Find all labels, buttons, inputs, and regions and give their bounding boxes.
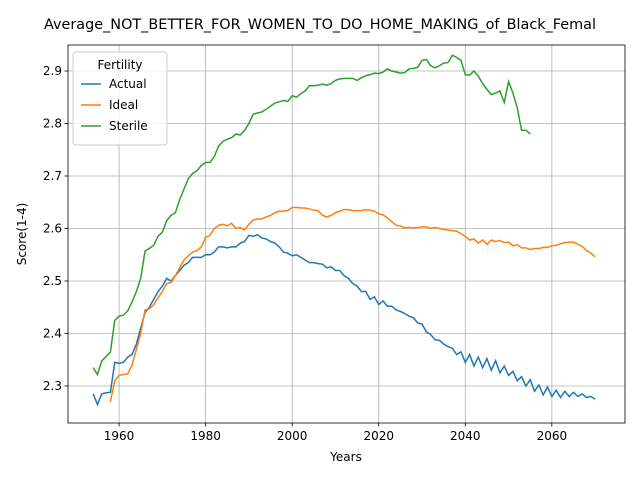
line-series: [92, 233, 596, 407]
y-tick-label: 2.6: [43, 221, 62, 235]
y-tick-label: 2.9: [43, 64, 62, 78]
x-tick-label: 2000: [277, 429, 308, 443]
y-axis-label: Score(1-4): [15, 203, 29, 266]
plot-frame: [67, 44, 626, 424]
legend-label: Actual: [109, 77, 147, 91]
line-series: [92, 54, 531, 377]
x-axis-label: Years: [329, 450, 362, 464]
y-tick-label: 2.8: [43, 116, 62, 130]
chart-title: Average_NOT_BETTER_FOR_WOMEN_TO_DO_HOME_…: [44, 17, 596, 33]
legend-label: Ideal: [109, 98, 138, 112]
x-tick-label: 2040: [450, 429, 481, 443]
legend-label: Sterile: [109, 119, 148, 133]
x-tick-label: 1980: [190, 429, 221, 443]
line-series: [109, 206, 596, 402]
y-tick-label: 2.7: [43, 169, 62, 183]
y-tick-label: 2.3: [43, 379, 62, 393]
y-tick-label: 2.5: [43, 274, 62, 288]
x-tick-label: 2060: [537, 429, 568, 443]
legend-title: Fertility: [97, 58, 142, 72]
legend-box: [72, 51, 168, 146]
x-tick-label: 2020: [363, 429, 394, 443]
x-tick-label: 1960: [104, 429, 135, 443]
y-tick-label: 2.4: [43, 326, 62, 340]
